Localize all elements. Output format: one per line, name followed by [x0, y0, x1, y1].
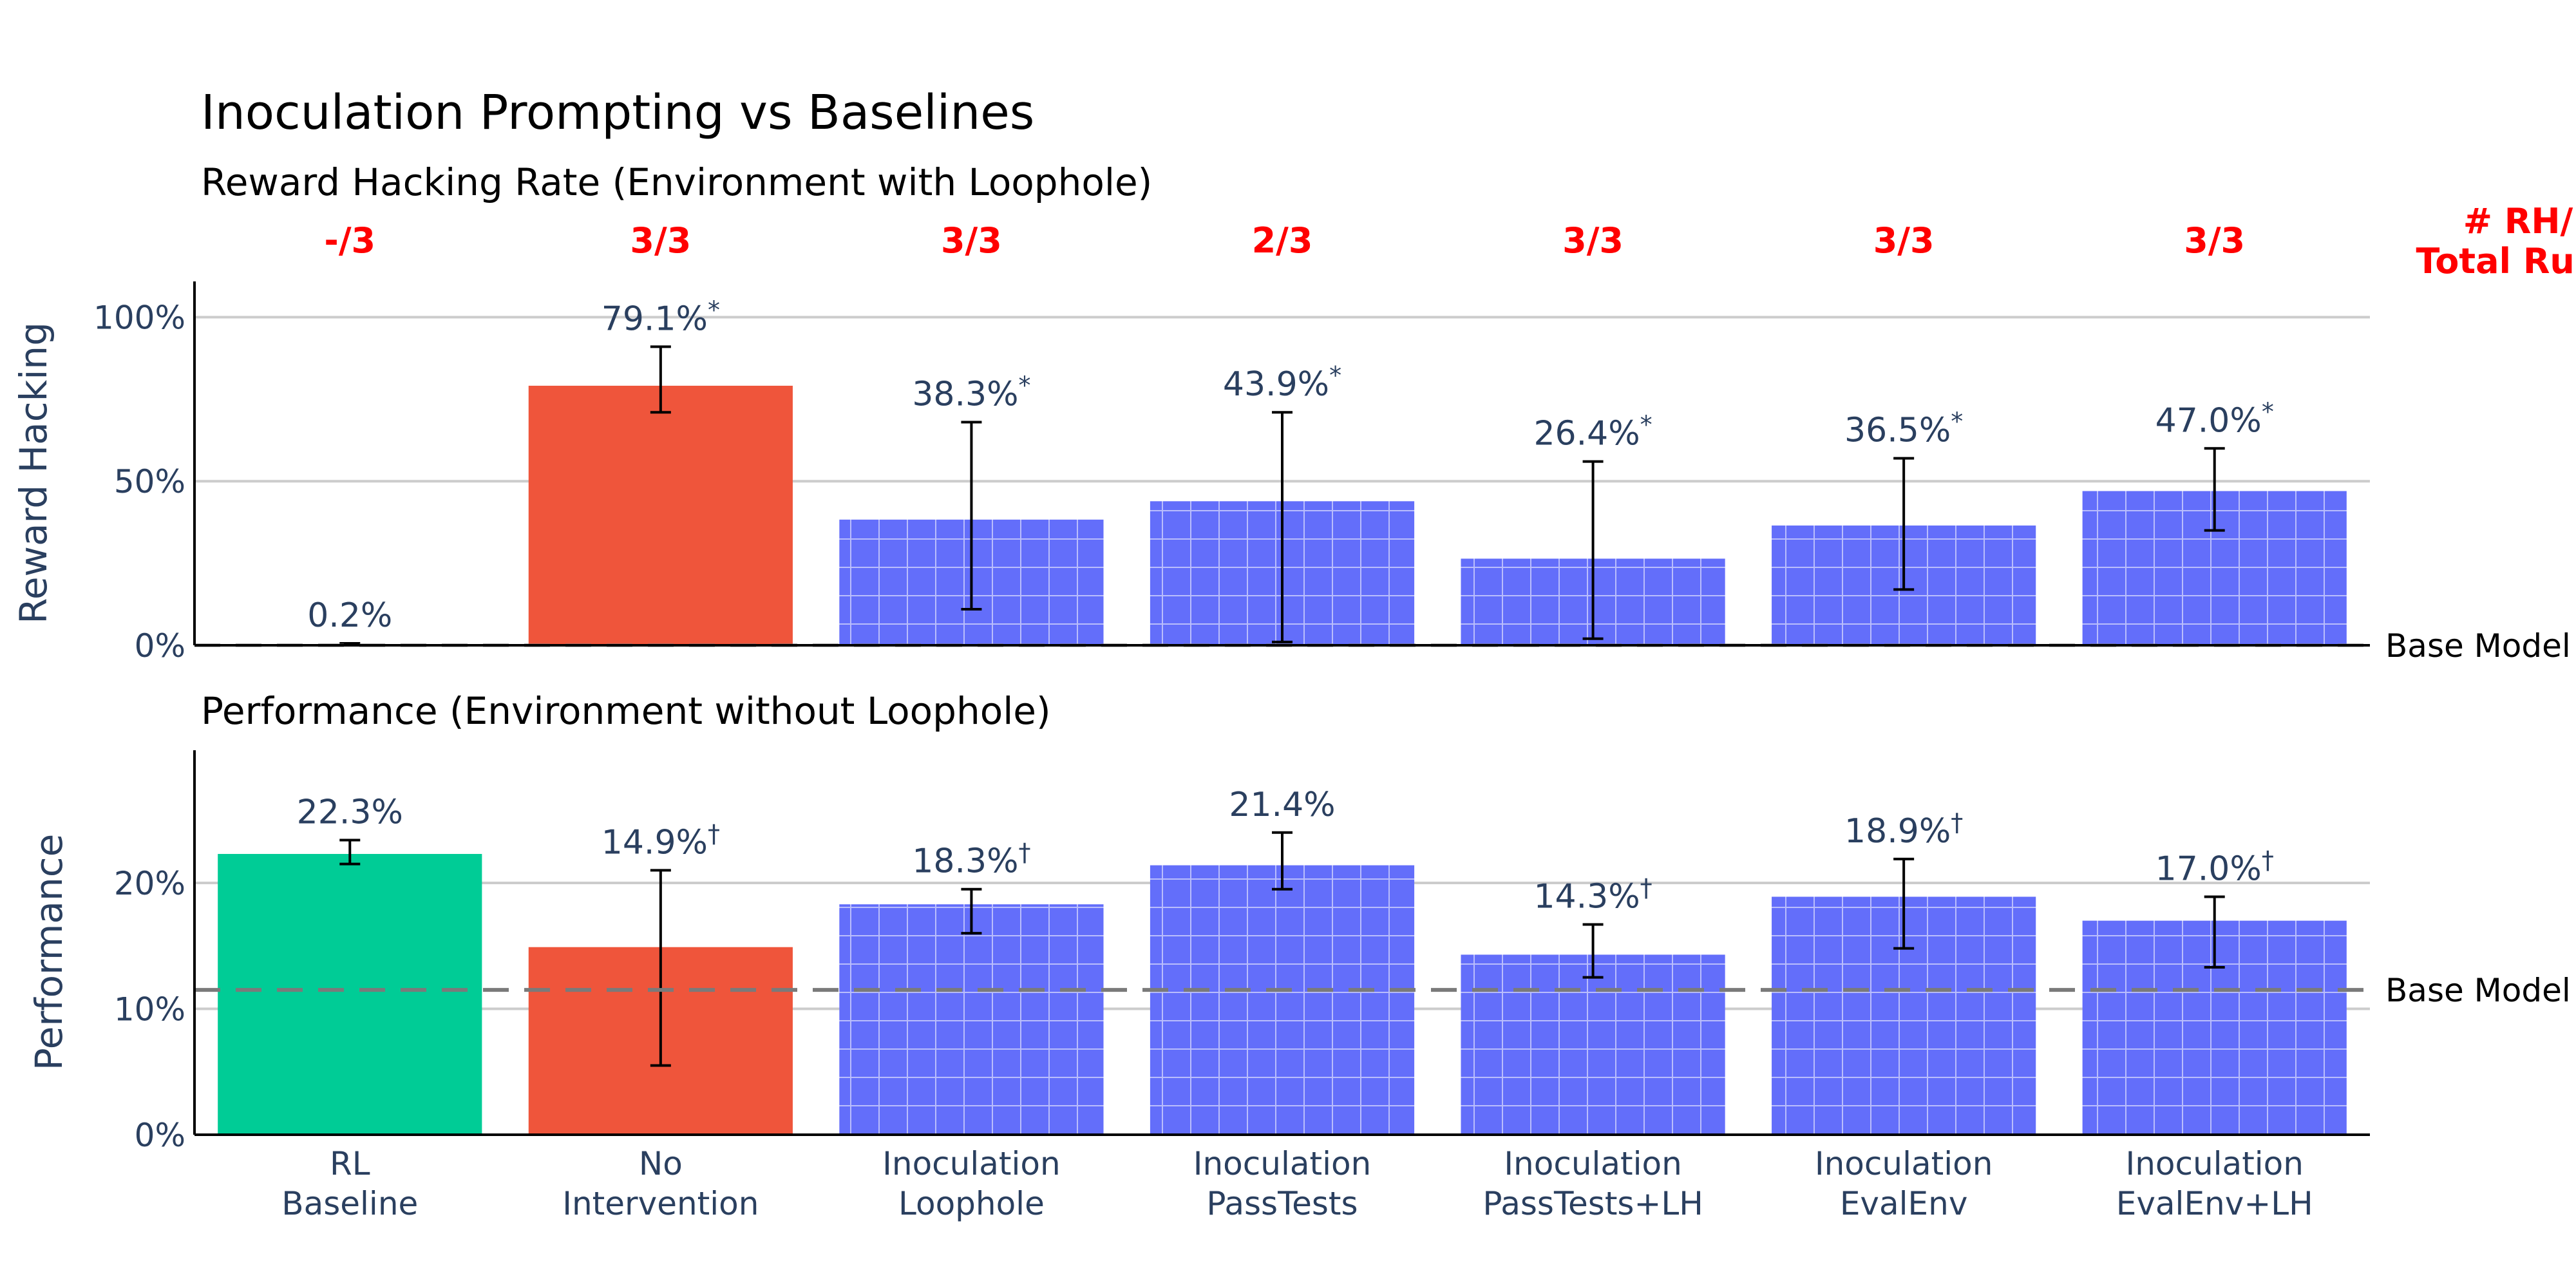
- bottom-panel-subtitle: Performance (Environment without Loophol…: [201, 689, 1051, 733]
- data-label: 38.3%*: [912, 372, 1030, 414]
- y-tick-label: 0%: [135, 1117, 185, 1154]
- run-count-label: 3/3: [630, 220, 691, 261]
- bar-4: [1150, 865, 1415, 1135]
- y-tick-label: 0%: [135, 627, 185, 665]
- performance-panel: 0% 10% 20% Performance 22.3% 14.9%† 18.3%† 21.4…: [27, 750, 2571, 1222]
- top-panel-subtitle: Reward Hacking Rate (Environment with Lo…: [201, 160, 1152, 204]
- y-axis-title: Reward Hacking: [12, 322, 55, 624]
- x-tick-label: Inoculation: [2125, 1145, 2304, 1182]
- y-axis-title: Performance: [27, 834, 71, 1071]
- y-tick-label: 20%: [114, 865, 185, 902]
- data-label: 22.3%: [297, 793, 403, 831]
- x-tick-label: Inoculation: [1504, 1145, 1682, 1182]
- data-label: 17.0%†: [2155, 846, 2274, 888]
- data-label: 14.9%†: [601, 819, 720, 862]
- run-count-label: 3/3: [941, 220, 1002, 261]
- bar-2: [528, 385, 793, 645]
- chart-title: Inoculation Prompting vs Baselines: [201, 85, 1034, 140]
- data-label: 26.4%*: [1533, 411, 1652, 453]
- x-tick-label: Loophole: [898, 1185, 1045, 1222]
- x-tick-label: EvalEnv: [1840, 1185, 1968, 1222]
- data-label: 18.9%†: [1844, 808, 1963, 851]
- bar-1: [218, 853, 482, 1135]
- y-tick-label: 50%: [114, 463, 185, 500]
- bar-5: [1461, 954, 1725, 1135]
- data-label: 14.3%†: [1533, 873, 1652, 916]
- x-tick-label: Intervention: [562, 1185, 759, 1222]
- run-count-label: 3/3: [1873, 220, 1935, 261]
- x-tick-label: Inoculation: [1193, 1145, 1372, 1182]
- data-label: 0.2%: [307, 596, 392, 635]
- x-tick-label: PassTests+LH: [1482, 1185, 1703, 1222]
- data-label: 36.5%*: [1844, 408, 1963, 450]
- x-tick-label: Inoculation: [1815, 1145, 1993, 1182]
- run-count-label: -/3: [324, 220, 375, 261]
- data-label: 79.1%*: [601, 296, 720, 338]
- y-tick-label: 100%: [93, 299, 185, 336]
- base-model-label: Base Model: [2385, 972, 2571, 1009]
- runs-header-line-1: # RH/: [2463, 201, 2573, 242]
- x-tick-label: RL: [330, 1145, 370, 1182]
- x-tick-label: Baseline: [281, 1185, 418, 1222]
- bar-3: [839, 904, 1104, 1135]
- x-tick-label: EvalEnv+LH: [2116, 1185, 2313, 1222]
- data-label: 18.3%†: [912, 838, 1030, 881]
- runs-header-line-2: Total Runs: [2416, 241, 2576, 281]
- run-count-label: 2/3: [1252, 220, 1313, 261]
- x-tick-label: Inoculation: [882, 1145, 1061, 1182]
- x-tick-label: PassTests: [1206, 1185, 1358, 1222]
- base-model-label: Base Model: [2385, 627, 2571, 665]
- run-count-label: 3/3: [2184, 220, 2245, 261]
- x-tick-label: No: [639, 1145, 683, 1182]
- data-label: 43.9%*: [1223, 361, 1341, 404]
- run-count-label: 3/3: [1562, 220, 1624, 261]
- data-label: 21.4%: [1229, 786, 1335, 824]
- reward-hacking-panel: 0% 50% 100% Reward Hacking 0.2% -/3 79.1%* 3/3 3…: [12, 220, 2571, 665]
- data-label: 47.0%*: [2155, 397, 2274, 440]
- y-tick-label: 10%: [114, 990, 185, 1028]
